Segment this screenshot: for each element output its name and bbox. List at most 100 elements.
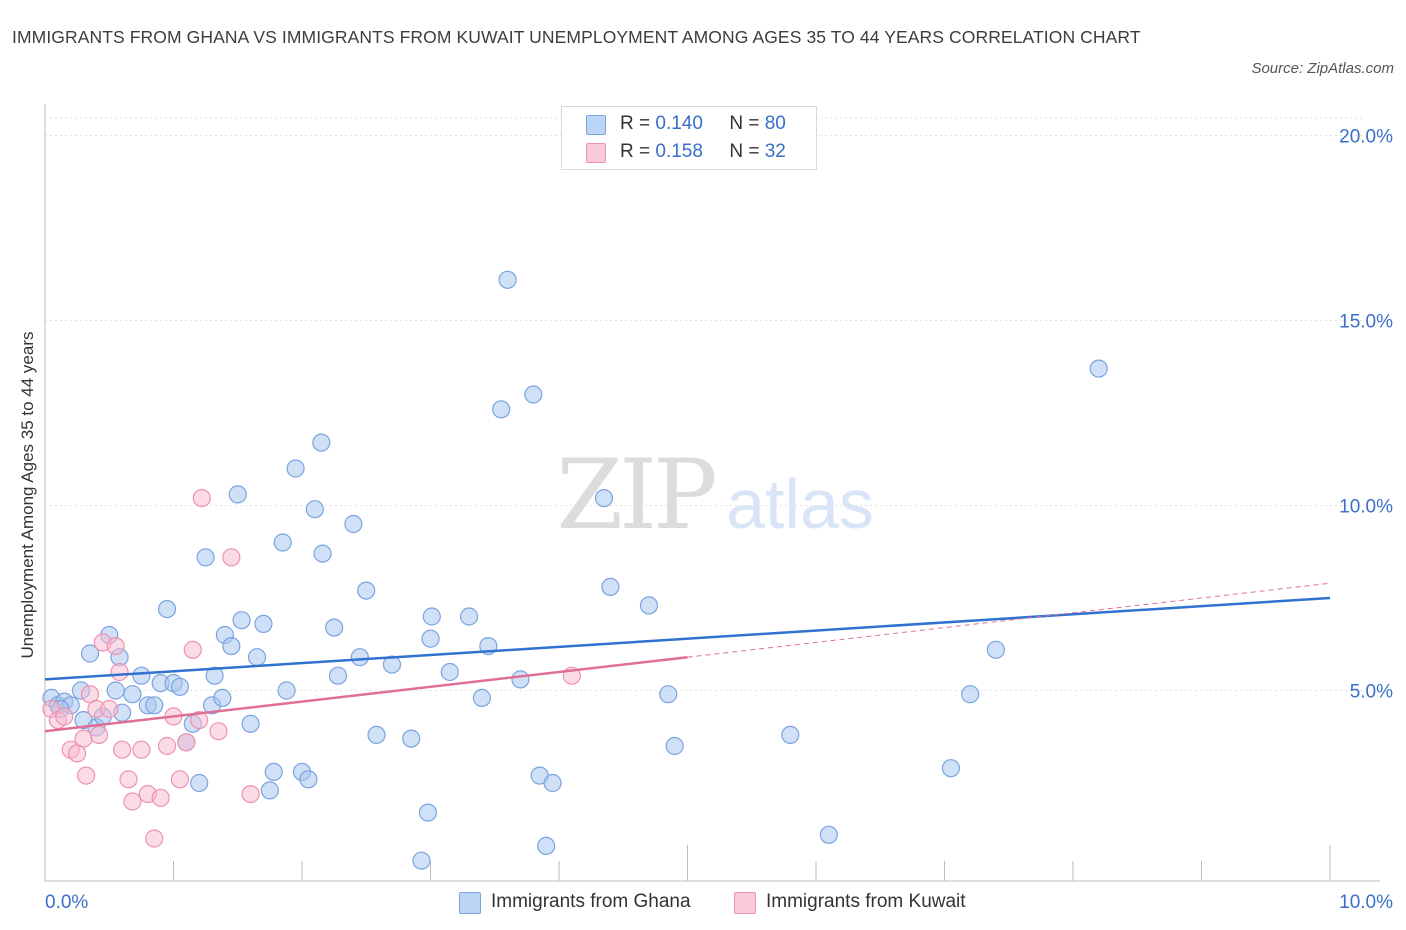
correlation-legend: R = 0.140 N = 80 R = 0.158 N = 32: [561, 106, 817, 170]
ghana-point: [254, 614, 273, 634]
kuwait-point: [177, 733, 196, 752]
ghana-point: [472, 688, 491, 708]
ghana-point: [277, 681, 296, 700]
x-tick-label-right: 10.0%: [1339, 892, 1393, 913]
watermark-zip: ZIP: [556, 439, 715, 551]
ghana-point: [639, 596, 659, 615]
ghana-point: [190, 773, 209, 793]
ghana-point: [594, 489, 614, 508]
r-label: R =: [620, 141, 651, 162]
ghana-point: [422, 607, 441, 626]
ghana-n-value: 80: [764, 113, 786, 134]
ghana-point: [299, 770, 318, 789]
kuwait-point: [112, 740, 132, 759]
ghana-point: [659, 685, 678, 704]
ghana-point: [228, 485, 247, 504]
ghana-point: [286, 459, 305, 478]
ghana-point: [440, 662, 459, 682]
kuwait-point: [123, 792, 142, 811]
ghana-point: [325, 618, 344, 637]
ghana-point: [941, 759, 961, 778]
kuwait-point: [132, 740, 151, 759]
x-tick-label-left: 0.0%: [45, 892, 88, 913]
ghana-point: [328, 666, 348, 685]
ghana-point: [459, 607, 479, 626]
ghana-point: [305, 500, 324, 519]
ghana-point: [986, 640, 1006, 659]
kuwait-swatch: [586, 143, 606, 163]
ghana-point: [196, 548, 215, 567]
kuwait-legend-label: Immigrants from Kuwait: [766, 891, 966, 912]
ghana-point: [350, 648, 369, 667]
ghana-point: [241, 714, 260, 733]
kuwait-point: [183, 640, 202, 659]
kuwait-point: [157, 736, 177, 756]
ghana-point: [145, 696, 164, 715]
kuwait-trend-extension: [687, 582, 1331, 658]
chart-title: IMMIGRANTS FROM GHANA VS IMMIGRANTS FROM…: [12, 27, 1141, 47]
ghana-point: [402, 729, 421, 748]
ghana-point: [213, 688, 232, 708]
ghana-point: [247, 648, 267, 667]
kuwait-point: [151, 788, 170, 807]
ghana-point: [232, 611, 251, 630]
kuwait-legend-swatch: [734, 892, 756, 914]
y-tick-label: 15.0%: [1339, 312, 1393, 333]
n-label: N =: [729, 141, 760, 162]
ghana-point: [205, 666, 224, 685]
kuwait-point: [119, 770, 138, 789]
ghana-point: [524, 385, 543, 404]
ghana-point: [312, 433, 331, 452]
kuwait-point: [55, 707, 74, 726]
r-label: R =: [620, 113, 651, 134]
ghana-trend-line: [44, 596, 1331, 681]
kuwait-trend-line: [44, 655, 688, 733]
ghana-point: [170, 677, 190, 696]
kuwait-point: [74, 729, 93, 748]
kuwait-r-value: 0.158: [655, 141, 703, 162]
ghana-point: [157, 599, 177, 619]
kuwait-point: [77, 766, 96, 785]
watermark-atlas: atlas: [726, 465, 874, 543]
kuwait-point: [110, 662, 129, 682]
y-tick-label: 20.0%: [1339, 127, 1393, 148]
kuwait-point: [190, 710, 209, 730]
ghana-swatch: [586, 115, 606, 135]
ghana-point: [344, 514, 363, 534]
ghana-point: [543, 773, 562, 793]
ghana-point: [412, 851, 431, 870]
ghana-point: [260, 781, 279, 800]
ghana-point: [123, 685, 142, 704]
ghana-point: [106, 681, 125, 700]
ghana-point: [264, 762, 283, 782]
ghana-point: [961, 685, 980, 704]
kuwait-point: [222, 548, 241, 567]
ghana-point: [421, 629, 440, 648]
ghana-point: [498, 270, 517, 289]
kuwait-point: [241, 784, 260, 804]
n-label: N =: [729, 113, 760, 134]
ghana-point: [665, 736, 684, 756]
kuwait-point: [89, 725, 109, 745]
ghana-point: [367, 725, 386, 745]
ghana-point: [80, 644, 100, 663]
y-tick-label: 5.0%: [1350, 682, 1393, 703]
ghana-point: [537, 836, 556, 856]
kuwait-point: [209, 722, 228, 741]
kuwait-point: [170, 770, 190, 789]
ghana-point: [492, 400, 511, 419]
ghana-point: [357, 581, 376, 600]
ghana-legend-swatch: [459, 892, 481, 914]
ghana-point: [781, 725, 800, 745]
kuwait-point: [100, 699, 119, 719]
source-label: Source: ZipAtlas.com: [1251, 60, 1394, 77]
ghana-point: [819, 825, 838, 844]
kuwait-point: [145, 829, 164, 848]
ghana-r-value: 0.140: [655, 113, 703, 134]
ghana-point: [313, 544, 332, 563]
ghana-point: [222, 636, 241, 656]
kuwait-point: [106, 636, 125, 656]
ghana-point: [511, 670, 530, 689]
ghana-point: [132, 666, 151, 685]
